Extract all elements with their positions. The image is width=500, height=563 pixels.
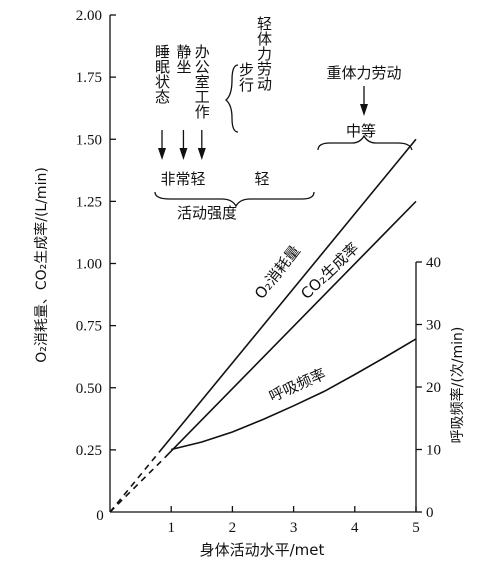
y-axis-left-title: O₂消耗量、CO₂生成率/(L/min) — [33, 167, 50, 363]
y-left-tick-label: 0.25 — [76, 443, 102, 459]
moderate-brace — [317, 134, 413, 151]
very-light-label: 非常轻 — [160, 170, 205, 188]
y-axis-right-title: 呼吸频率/(次/min) — [449, 327, 466, 444]
y-left-tick-label: 1.50 — [76, 132, 102, 148]
y-left-tick-label: 0.75 — [76, 319, 102, 335]
moderate-label: 中等 — [346, 122, 376, 140]
series-co2-line — [164, 200, 417, 458]
series-o2-label: O₂消耗量 — [251, 242, 304, 303]
y-right-tick-label: 10 — [426, 443, 441, 459]
activity-label-2: 办公室工作 — [193, 44, 211, 119]
activity-arrowhead-0 — [158, 148, 167, 160]
series-o2-line — [158, 138, 417, 453]
series-o2-line-dashed — [109, 451, 160, 513]
heavy-work-arrowhead — [360, 104, 368, 116]
heavy-work-label: 重体力劳动 — [326, 64, 401, 82]
intensity-brace — [154, 191, 315, 208]
origin-label: 0 — [96, 508, 104, 524]
x-tick-label: 5 — [412, 520, 420, 536]
y-left-tick-label: 0.50 — [76, 381, 102, 397]
series-resp-line — [171, 338, 417, 451]
activity-label-0: 睡眠状态 — [153, 44, 171, 104]
walk-brace — [224, 64, 239, 133]
activity-arrowhead-2 — [197, 148, 206, 160]
series-resp-label: 呼吸频率 — [266, 365, 328, 406]
y-left-tick-label: 1.75 — [76, 70, 102, 86]
walk-label: 步行 — [237, 62, 255, 93]
y-left-tick-label: 1.00 — [76, 257, 102, 273]
x-tick-label: 2 — [229, 520, 237, 536]
light-work-label: 轻体力劳动 — [255, 16, 273, 92]
intensity-label: 活动强度 — [177, 204, 237, 222]
y-right-tick-label: 20 — [426, 380, 441, 396]
x-axis-title: 身体活动水平/met — [200, 541, 325, 559]
x-tick-label: 4 — [351, 520, 359, 536]
y-right-tick-label: 30 — [426, 318, 441, 334]
x-tick-label: 1 — [167, 520, 175, 536]
activity-arrowhead-1 — [179, 148, 188, 160]
y-right-tick-label: 0 — [426, 505, 434, 521]
y-right-tick-label: 40 — [426, 255, 441, 271]
activity-label-1: 静坐 — [174, 44, 192, 74]
series-co2-line-dashed — [109, 456, 166, 513]
light-label: 轻 — [254, 170, 269, 188]
y-left-tick-label: 2.00 — [76, 8, 102, 24]
x-tick-label: 3 — [290, 520, 298, 536]
y-left-tick-label: 1.25 — [76, 194, 102, 210]
